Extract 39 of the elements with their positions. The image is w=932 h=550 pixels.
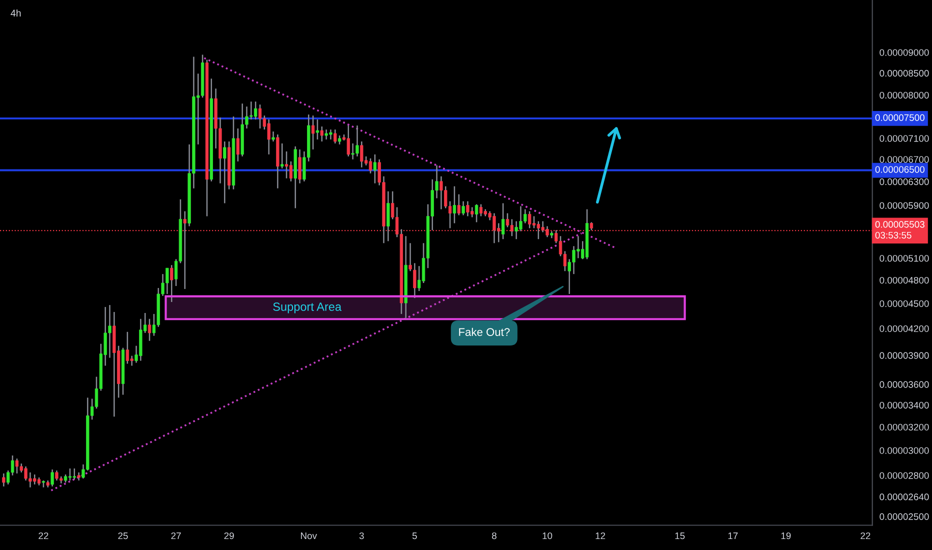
x-tick-label: 10: [542, 532, 552, 540]
y-tick-label: 0.00008000: [880, 92, 929, 99]
x-tick-label: 8: [492, 532, 496, 540]
y-tick-label: 0.00002800: [880, 472, 929, 479]
x-tick-label: 22: [38, 532, 48, 540]
y-tick-label: 0.00003900: [880, 352, 929, 359]
y-tick-label: 0.00006700: [880, 156, 929, 163]
x-tick-label: 19: [781, 532, 791, 540]
y-tick-label: 0.00003400: [880, 402, 929, 409]
x-tick-label: 25: [118, 532, 128, 540]
x-tick-label: 27: [171, 532, 181, 540]
y-tick-label: 0.00005900: [880, 202, 929, 209]
y-tick-label: 0.00003200: [880, 424, 929, 431]
y-tick-label: 0.00008500: [880, 70, 929, 77]
ref-line-label: 0.00005503 03:53:55: [875, 221, 924, 239]
x-tick-label: 3: [359, 532, 364, 540]
y-tick-label: 0.00009000: [880, 49, 929, 56]
band-label: Support Area: [273, 302, 342, 314]
ref-line-label: 0.00006500: [875, 166, 924, 173]
y-tick-label: 0.00004200: [880, 325, 929, 332]
x-tick-label: 12: [596, 532, 606, 540]
ref-line-label: 0.00007500: [875, 114, 924, 121]
y-tick-label: 0.00004500: [880, 300, 929, 308]
y-tick-label: 0.00005100: [880, 254, 929, 262]
y-tick-label: 0.00006300: [880, 178, 929, 186]
y-tick-label: 0.00002640: [880, 494, 929, 500]
y-tick-label: 0.00004800: [880, 276, 929, 284]
y-tick-label: 0.00003600: [880, 381, 929, 388]
x-tick-label: Nov: [300, 532, 317, 540]
y-tick-label: 0.00007100: [880, 135, 929, 142]
annotation: Fake Out?: [459, 328, 510, 336]
x-tick-label: 17: [728, 532, 738, 540]
x-tick-label: 15: [675, 532, 685, 540]
text: 4h: [10, 9, 21, 16]
x-tick-label: 22: [860, 532, 870, 540]
y-tick-label: 0.00003000: [880, 447, 929, 454]
y-tick-label: 0.00002500: [880, 513, 929, 520]
x-tick-label: 5: [412, 532, 417, 540]
x-tick-label: 29: [224, 532, 234, 540]
